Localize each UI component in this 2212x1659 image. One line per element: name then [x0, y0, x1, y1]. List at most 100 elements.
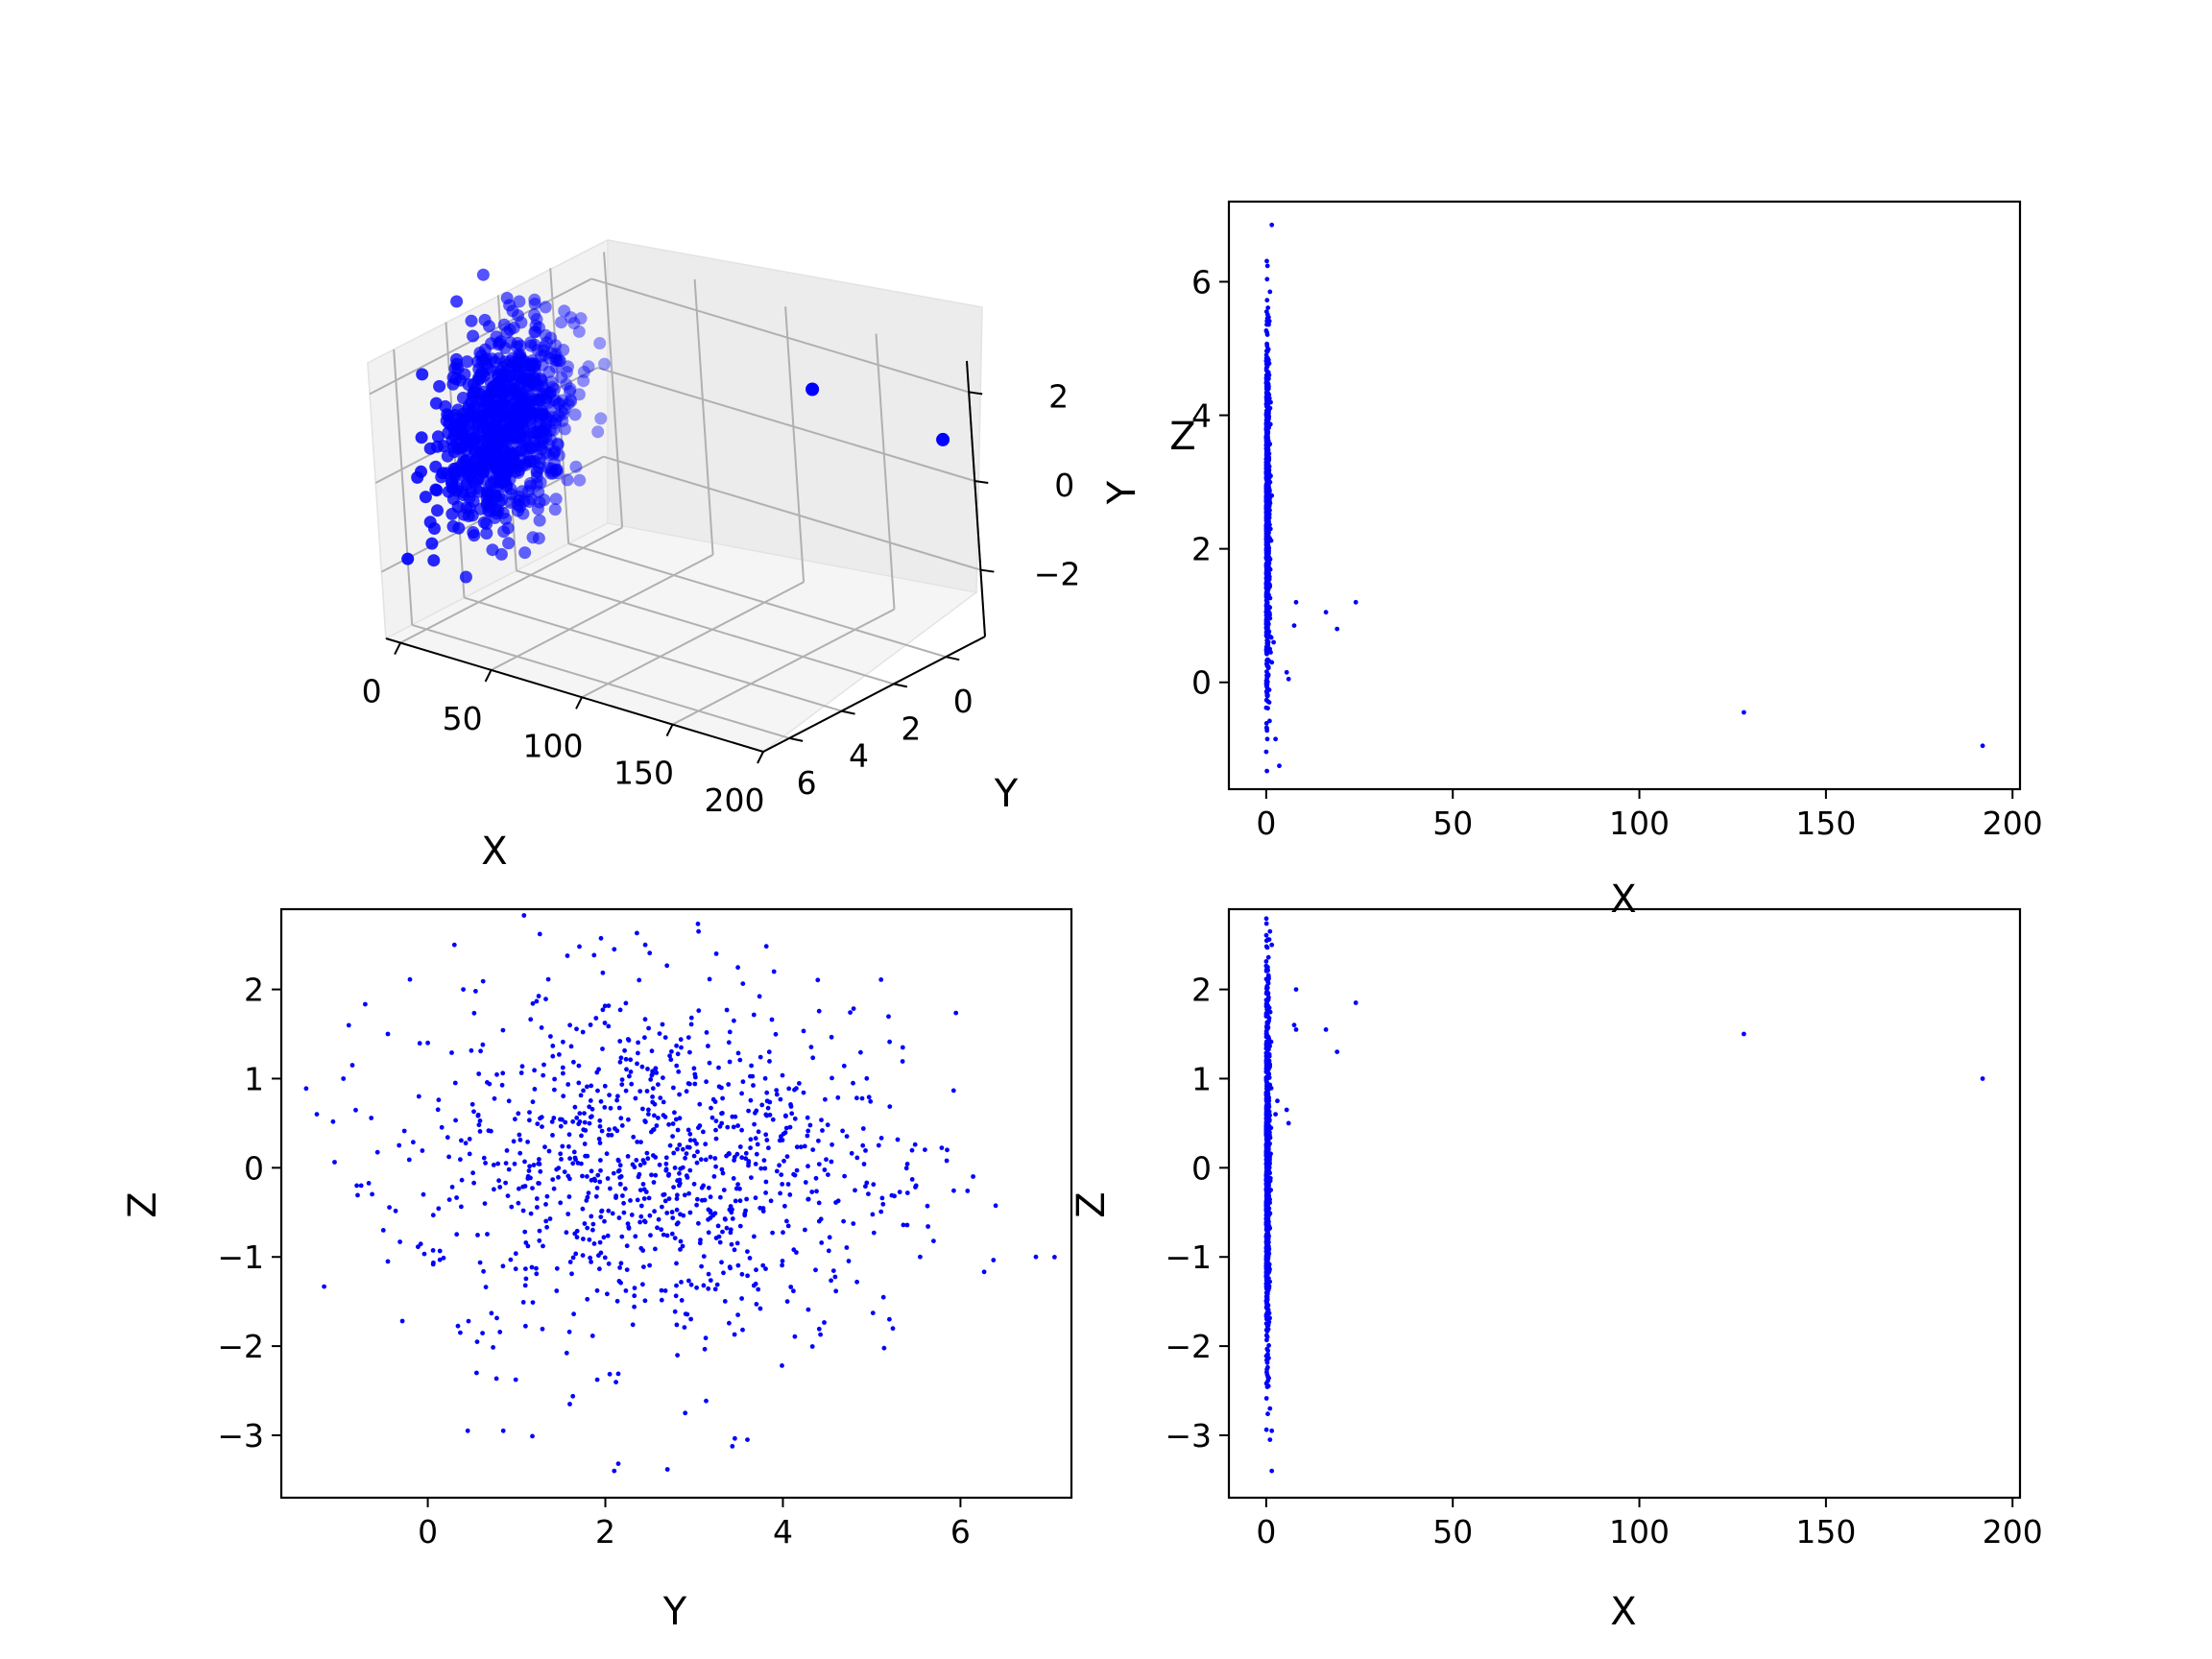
data-point — [582, 1221, 588, 1226]
scatter-x-z-panel: 0 50 100 150 200 −3 −2 −1 0 1 2 — [1165, 907, 2043, 1551]
data-point — [849, 1150, 854, 1156]
data-point — [754, 1151, 759, 1157]
data-point — [415, 431, 428, 445]
data-point — [706, 1044, 710, 1048]
data-point — [533, 424, 546, 438]
data-point — [314, 1112, 320, 1117]
data-point — [1263, 991, 1269, 997]
data-point — [615, 1094, 620, 1099]
data-point — [480, 1331, 485, 1335]
data-point — [518, 546, 532, 560]
data-point — [740, 1079, 746, 1085]
data-point — [743, 1156, 749, 1162]
data-point — [747, 1256, 753, 1261]
grid-line — [597, 367, 975, 482]
data-point — [669, 1048, 674, 1054]
data-point — [640, 1106, 645, 1112]
data-point — [538, 493, 551, 507]
data-point — [554, 1265, 560, 1271]
data-point — [1264, 1149, 1269, 1155]
data-point — [569, 460, 583, 473]
data-point — [397, 1239, 402, 1244]
axes-3d — [385, 360, 986, 753]
x-tick-label: 200 — [1983, 805, 2043, 842]
data-point — [656, 1216, 661, 1222]
data-point — [748, 1145, 753, 1150]
data-point — [695, 1149, 700, 1155]
data-point — [477, 1118, 483, 1123]
data-point — [851, 1221, 856, 1226]
data-point — [577, 374, 590, 388]
data-point — [627, 1073, 632, 1079]
data-point — [794, 1250, 799, 1255]
data-point — [870, 1212, 876, 1217]
data-point — [735, 1182, 740, 1187]
data-point — [578, 1093, 584, 1098]
data-point — [446, 519, 460, 533]
data-point — [713, 1164, 718, 1169]
data-point — [476, 1071, 482, 1076]
data-point — [480, 389, 493, 402]
x-tick-label: 50 — [1432, 805, 1473, 842]
data-point — [719, 1260, 724, 1265]
data-point — [459, 1177, 465, 1183]
data-point — [564, 394, 577, 407]
data-point — [1264, 577, 1269, 583]
data-point — [585, 1225, 590, 1231]
data-point — [819, 1240, 825, 1245]
data-point — [497, 1185, 503, 1190]
data-point — [1263, 1294, 1269, 1299]
data-point — [604, 1151, 610, 1157]
data-point — [506, 1098, 512, 1104]
data-point — [606, 1003, 612, 1008]
data-point — [529, 1264, 535, 1270]
data-point — [1264, 617, 1269, 622]
grid-line — [399, 526, 623, 644]
z-tick-label: 0 — [1054, 467, 1074, 504]
data-point — [859, 1095, 865, 1101]
y-axis-label-xy: Y — [1100, 480, 1144, 505]
data-point — [353, 1107, 358, 1113]
data-point — [550, 463, 564, 476]
data-point — [755, 1142, 760, 1147]
data-point — [530, 470, 543, 484]
data-point — [694, 1202, 699, 1208]
data-point — [687, 1167, 693, 1173]
data-point — [598, 1167, 603, 1173]
y-tick-label: 1 — [244, 1060, 264, 1097]
data-point — [441, 1255, 446, 1261]
data-point — [805, 1115, 810, 1120]
data-point — [606, 1132, 612, 1138]
data-point — [589, 1114, 594, 1119]
data-point — [561, 1094, 566, 1099]
data-point — [590, 1221, 596, 1227]
data-point — [495, 430, 509, 444]
data-point — [636, 1050, 640, 1056]
data-point — [1263, 1333, 1269, 1338]
data-point — [1264, 1022, 1270, 1028]
data-point — [739, 1271, 745, 1277]
data-point — [575, 1161, 581, 1166]
data-point — [649, 1172, 654, 1178]
data-point — [685, 1127, 691, 1133]
data-point — [737, 1144, 743, 1149]
data-point — [829, 1159, 834, 1165]
data-point — [685, 1311, 690, 1317]
data-point — [653, 1246, 658, 1252]
data-point — [1264, 587, 1269, 591]
x-tick-label: 150 — [613, 755, 674, 792]
data-point — [611, 1170, 616, 1176]
data-point — [721, 1270, 726, 1276]
data-point — [549, 1119, 555, 1124]
data-point — [740, 1327, 745, 1333]
y-axis-label-yz: Z — [121, 1191, 165, 1217]
data-point — [822, 1320, 827, 1325]
data-point — [469, 1101, 475, 1107]
data-point — [715, 1223, 721, 1229]
data-point — [904, 1190, 910, 1195]
data-point — [567, 1156, 572, 1162]
data-point — [1263, 626, 1269, 631]
data-point — [602, 1083, 608, 1089]
data-point — [464, 460, 477, 473]
data-point — [1264, 1316, 1269, 1322]
